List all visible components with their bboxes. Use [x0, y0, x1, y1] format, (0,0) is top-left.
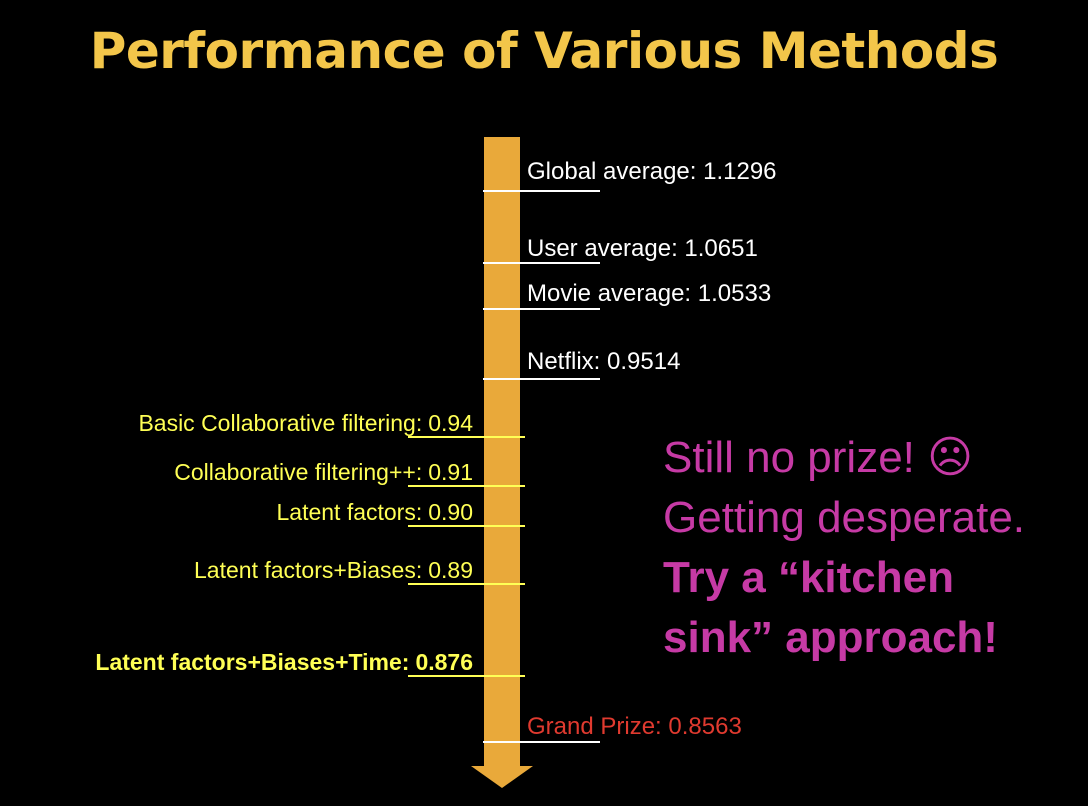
method-name: Latent factors+Biases: — [194, 557, 423, 583]
marker-label-cf-plus: Collaborative filtering++: 0.91 — [174, 458, 473, 486]
method-name: Latent factors: — [276, 499, 423, 525]
page-title: Performance of Various Methods — [89, 22, 999, 80]
callout-line-4: sink” approach! — [663, 613, 998, 662]
marker-line-movie-average — [483, 308, 600, 310]
marker-label-global-average: Global average: 1.1296 — [527, 158, 777, 185]
method-score: 0.91 — [428, 459, 473, 485]
down-arrow-icon — [471, 766, 533, 788]
marker-line-cf-plus — [408, 485, 525, 487]
callout-line-2: Getting desperate. — [663, 493, 1026, 542]
marker-line-netflix — [483, 378, 600, 380]
method-name: Latent factors+Biases+Time: — [95, 649, 410, 675]
callout-line-3: Try a “kitchen — [663, 553, 955, 602]
method-score: 0.94 — [428, 410, 473, 436]
marker-line-basic-cf — [408, 436, 525, 438]
marker-label-latent-factors: Latent factors: 0.90 — [276, 498, 473, 526]
marker-line-user-average — [483, 262, 600, 264]
callout-text: Still no prize! ☹ Getting desperate. Try… — [663, 428, 1083, 668]
marker-label-user-average: User average: 1.0651 — [527, 235, 758, 262]
marker-line-grand-prize — [483, 741, 600, 743]
marker-label-latent-biases: Latent factors+Biases: 0.89 — [194, 556, 473, 584]
marker-line-global-average — [483, 190, 600, 192]
arrow-shaft — [484, 137, 520, 769]
marker-line-latent-biases — [408, 583, 525, 585]
marker-line-latent-biases-time — [408, 675, 525, 677]
marker-label-latent-biases-time: Latent factors+Biases+Time: 0.876 — [95, 648, 473, 676]
method-score: 0.89 — [428, 557, 473, 583]
marker-label-basic-cf: Basic Collaborative filtering: 0.94 — [138, 409, 473, 437]
method-name: Basic Collaborative filtering: — [138, 410, 423, 436]
marker-label-netflix: Netflix: 0.9514 — [527, 348, 681, 375]
marker-label-grand-prize: Grand Prize: 0.8563 — [527, 713, 742, 740]
marker-line-latent-factors — [408, 525, 525, 527]
method-score: 0.90 — [428, 499, 473, 525]
method-score: 0.876 — [415, 649, 473, 675]
method-name: Collaborative filtering++: — [174, 459, 423, 485]
callout-line-1: Still no prize! ☹ — [663, 433, 973, 482]
marker-label-movie-average: Movie average: 1.0533 — [527, 280, 772, 307]
